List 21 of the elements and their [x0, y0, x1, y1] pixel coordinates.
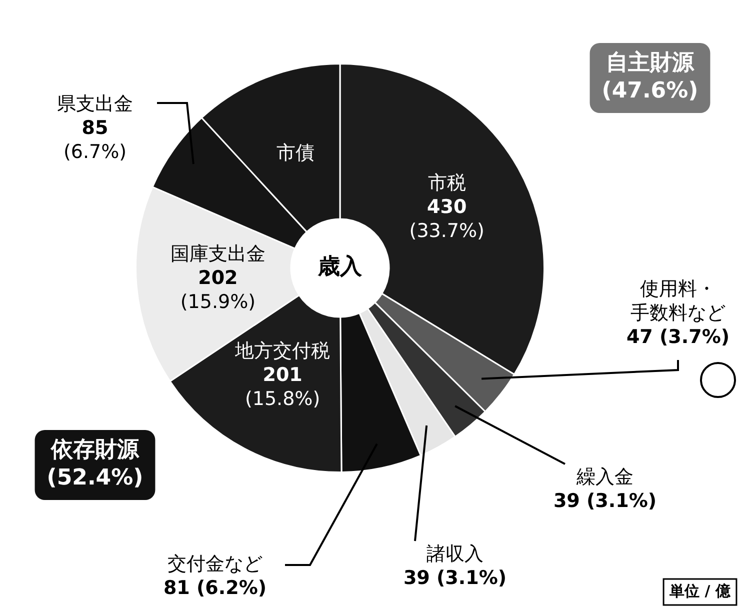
data-label: 202 (15.9%) [180, 266, 256, 313]
slice-label: 市債 [276, 142, 314, 164]
slice-label: 繰入金 [576, 466, 634, 488]
slice-label: 県支出金 [57, 92, 133, 115]
data-label: 39 (3.1%) [403, 566, 507, 589]
data-label: 201 (15.8%) [244, 364, 320, 410]
data-label: 39 (3.1%) [553, 490, 657, 512]
data-label: 81 (6.2%) [163, 576, 267, 599]
text: 単位 / 億 [668, 582, 732, 600]
slice-label: 交付金など [168, 552, 262, 575]
text: 歳入 [317, 254, 363, 280]
data-label: 85 (6.7%) [63, 116, 127, 163]
slice-label: 諸収入 [426, 542, 484, 565]
text: 自主財源 (47.6%) [602, 50, 698, 104]
slice-label: 市税 [428, 172, 466, 194]
data-label: 430 (33.7%) [409, 196, 484, 242]
slice-label: 国庫支出金 [170, 242, 266, 265]
text: 依存財源 (52.4%) [46, 438, 144, 491]
slice-label: 地方交付税 [234, 340, 330, 362]
slice-label: 使用料・手数料など [630, 278, 726, 324]
data-label: 47 (3.7%) [626, 326, 730, 348]
